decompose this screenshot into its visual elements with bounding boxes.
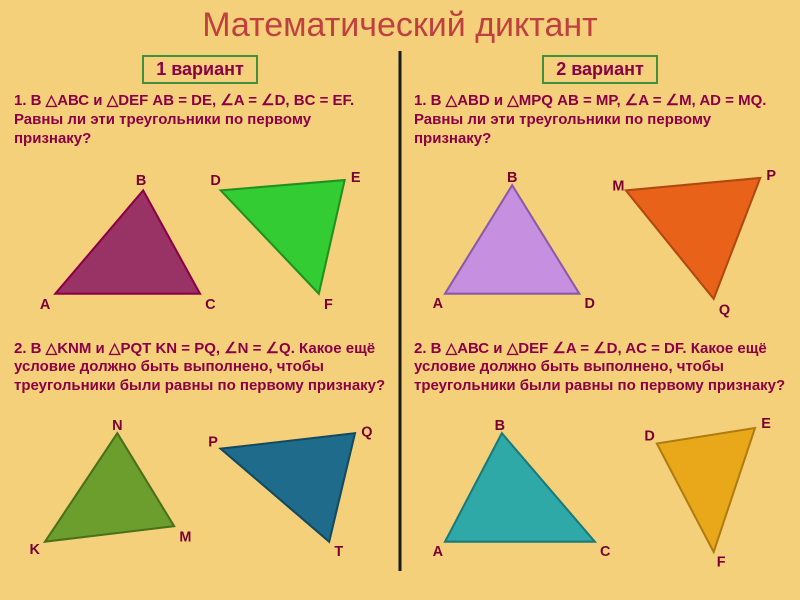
svg-text:A: A (433, 544, 444, 560)
svg-text:D: D (644, 428, 654, 444)
svg-text:M: M (179, 529, 191, 545)
svg-text:E: E (351, 170, 361, 186)
variant-label-wrap: 2 вариант (414, 55, 786, 92)
right-fig-2-svg: A B C D E F (414, 398, 786, 587)
svg-text:K: K (30, 542, 41, 558)
left-fig-2: K N M P Q T (14, 398, 386, 587)
right-problem-1: 1. В △АВD и △MPQ АВ = MP, ∠A = ∠M, AD = … (414, 92, 786, 148)
svg-text:D: D (210, 173, 220, 189)
variant-2-label: 2 вариант (542, 55, 658, 84)
left-problem-1: 1. В △АВС и △DEF АВ = DE, ∠A = ∠D, BC = … (14, 92, 386, 148)
svg-text:C: C (205, 297, 216, 313)
svg-text:A: A (433, 296, 444, 312)
page-title: Математический диктант (0, 0, 800, 51)
left-problem-2: 2. В △KNM и △PQT KN = PQ, ∠N = ∠Q. Какое… (14, 340, 386, 396)
svg-text:D: D (585, 296, 595, 312)
right-fig-1-svg: A B D M P Q (414, 150, 786, 339)
svg-text:E: E (761, 416, 771, 432)
right-fig-2: A B C D E F (414, 398, 786, 587)
svg-text:Q: Q (361, 424, 372, 440)
column-divider (399, 51, 402, 571)
svg-text:P: P (208, 434, 218, 450)
svg-text:B: B (507, 170, 517, 186)
svg-text:N: N (112, 418, 122, 434)
svg-text:A: A (40, 297, 51, 313)
right-problem-2: 2. В △АВС и △DEF ∠A = ∠D, AC = DF. Какое… (414, 340, 786, 396)
variant-1-label: 1 вариант (142, 55, 258, 84)
svg-text:P: P (766, 168, 776, 184)
right-fig-1: A B D M P Q (414, 150, 786, 339)
svg-text:M: M (612, 179, 624, 195)
column-left: 1 вариант 1. В △АВС и △DEF АВ = DE, ∠A =… (0, 51, 400, 591)
svg-text:T: T (334, 544, 343, 560)
svg-text:B: B (495, 418, 505, 434)
svg-text:F: F (324, 297, 333, 313)
svg-text:Q: Q (719, 303, 730, 319)
svg-text:C: C (600, 544, 611, 560)
left-fig-1: A B C D E F (14, 150, 386, 339)
slide: Математический диктант 1 вариант 1. В △А… (0, 0, 800, 600)
left-fig-1-svg: A B C D E F (14, 150, 386, 339)
variant-label-wrap: 1 вариант (14, 55, 386, 92)
svg-text:B: B (136, 173, 146, 189)
svg-text:F: F (717, 554, 726, 570)
left-fig-2-svg: K N M P Q T (14, 398, 386, 587)
columns: 1 вариант 1. В △АВС и △DEF АВ = DE, ∠A =… (0, 51, 800, 591)
column-right: 2 вариант 1. В △АВD и △MPQ АВ = MP, ∠A =… (400, 51, 800, 591)
